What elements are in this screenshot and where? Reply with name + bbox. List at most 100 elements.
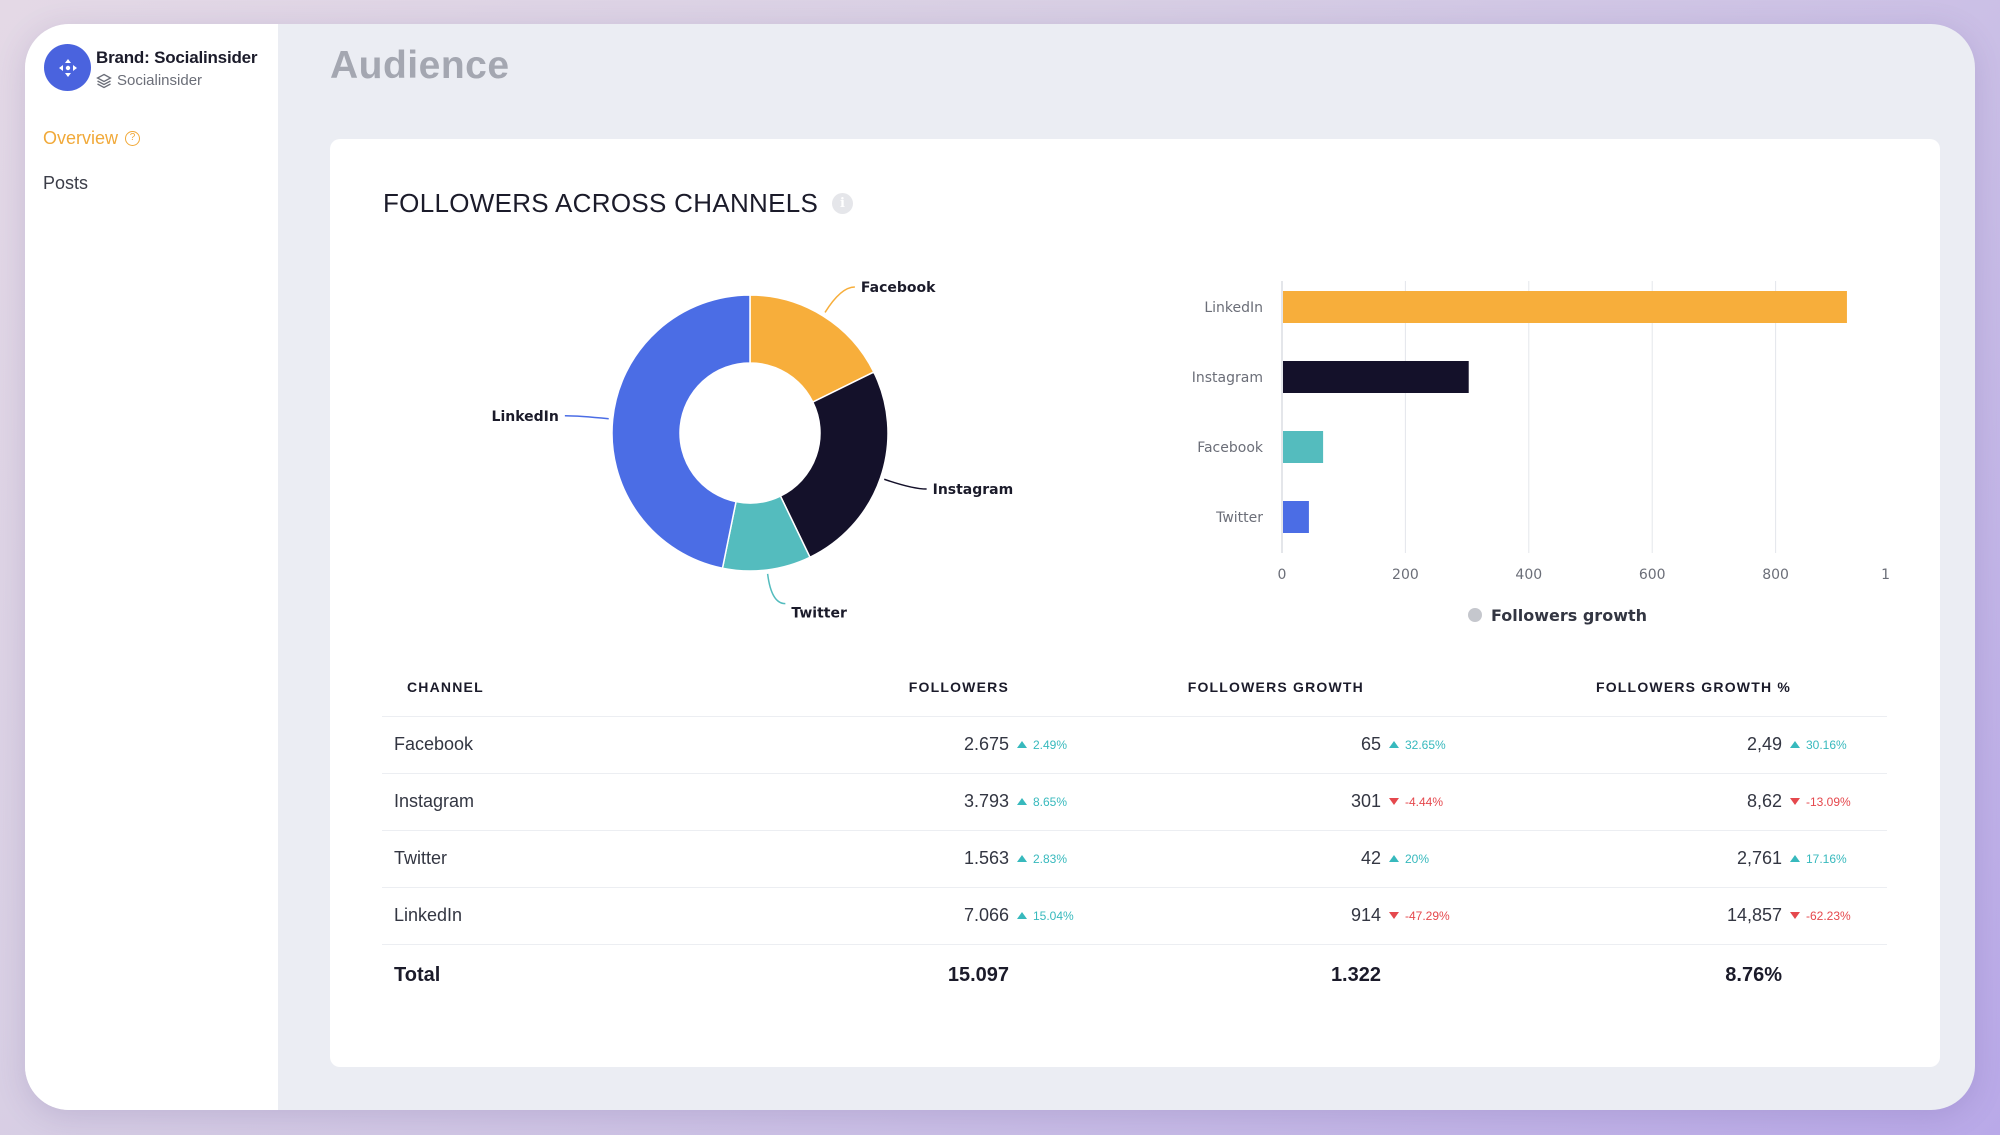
followers-value: 2.675 [963,734,1009,754]
bar-twitter[interactable] [1283,501,1309,533]
channels-table: CHANNEL FOLLOWERS FOLLOWERS GROWTH FOLLO… [382,659,1887,1006]
followers-change: 15.04% [1017,909,1074,923]
workspace-name: Socialinsider [117,72,203,89]
header-followers-growth[interactable]: FOLLOWERS GROWTH [1174,659,1536,717]
arrow-up-icon [1017,912,1027,919]
growth-change-value: -4.44% [1405,794,1444,809]
growth-pct-value: 2,49 [1746,734,1782,754]
x-tick-label: 200 [1392,567,1419,583]
table-row[interactable]: Facebook 2.675 2.49% 65 32.65% 2,49 30.16% [382,716,1887,774]
header-channel[interactable]: CHANNEL [382,659,802,717]
arrow-up-icon [1790,741,1800,748]
x-tick-label: 0 [1278,567,1287,583]
arrow-down-icon [1790,798,1800,805]
donut-connector-linkedin [564,415,609,420]
table-row[interactable]: LinkedIn 7.066 15.04% 914 -47.29% 14,857 -62.2… [382,887,1887,945]
growth-change: -4.44% [1389,795,1443,809]
followers-value: 7.066 [963,905,1009,925]
donut-connector-facebook [824,286,855,313]
growth-pct-change: 17.16% [1790,852,1847,866]
bar-linkedin[interactable] [1283,291,1847,323]
nav-item-overview[interactable]: Overview ? [43,128,141,149]
info-icon[interactable]: i [832,193,854,214]
arrow-up-icon [1017,855,1027,862]
bar-instagram[interactable] [1283,361,1469,393]
arrow-down-icon [1389,912,1399,919]
followers-value: 1.563 [963,848,1009,868]
cell-channel: Instagram [382,773,802,831]
table-row[interactable]: Instagram 3.793 8.65% 301 -4.44% 8,62 -13.09% [382,773,1887,831]
total-growth-pct: 8.76% [1725,963,1782,986]
growth-pct-change: -62.23% [1790,909,1851,923]
y-category-label: Instagram [1192,370,1263,386]
legend-marker [1468,608,1482,622]
growth-value: 65 [1360,734,1381,754]
brand-name[interactable]: Brand: Socialinsider [96,48,258,67]
channel-name: LinkedIn [394,905,463,925]
growth-change-value: 32.65% [1405,737,1446,752]
page-title: Audience [330,44,510,87]
donut-label-instagram: Instagram [933,482,1014,498]
growth-pct-value: 14,857 [1726,905,1782,925]
donut-label-twitter: Twitter [791,606,847,622]
cell-growth: 65 32.65% [1174,716,1536,774]
followers-change-value: 2.49% [1033,737,1068,752]
growth-pct-value: 2,761 [1736,848,1782,868]
y-category-label: Facebook [1197,440,1264,456]
arrow-up-icon [1389,855,1399,862]
growth-value: 914 [1350,905,1381,925]
legend-label[interactable]: Followers growth [1491,606,1647,625]
channel-name: Facebook [394,734,474,754]
table-row[interactable]: Twitter 1.563 2.83% 42 20% 2,761 17.16% [382,830,1887,888]
arrow-down-icon [1389,798,1399,805]
growth-change: -47.29% [1389,909,1450,923]
donut-connector-twitter [766,573,786,605]
cell-followers: 2.675 2.49% [802,716,1174,774]
card-header: FOLLOWERS ACROSS CHANNELS i [383,188,854,219]
nav-item-posts[interactable]: Posts [43,173,89,193]
cell-growth-pct: 2,761 17.16% [1536,830,1887,888]
layers-icon [96,73,112,88]
donut-label-linkedin: LinkedIn [492,409,559,425]
x-tick-label: 600 [1639,567,1666,583]
help-icon[interactable]: ? [125,131,141,146]
cell-channel: LinkedIn [382,887,802,945]
followers-change-value: 8.65% [1033,794,1068,809]
bar-facebook[interactable] [1283,431,1324,463]
header-followers[interactable]: FOLLOWERS [802,659,1174,717]
app-window: Brand: Socialinsider Socialinsider Overv… [25,24,1975,1110]
y-category-label: LinkedIn [1204,300,1263,316]
followers-change: 8.65% [1017,795,1067,809]
growth-pct-change-value: 17.16% [1806,851,1847,866]
growth-value: 301 [1350,791,1381,811]
channel-name: Twitter [394,848,448,868]
workspace-label[interactable]: Socialinsider [96,72,202,89]
followers-change-value: 15.04% [1033,908,1074,923]
donut-slice-instagram[interactable] [779,371,889,559]
header-followers-growth-pct[interactable]: FOLLOWERS GROWTH % [1536,659,1887,717]
followers-change-value: 2.83% [1033,851,1068,866]
sidebar: Brand: Socialinsider Socialinsider Overv… [25,24,278,1110]
total-followers-cell: 15.097 [802,944,1174,1006]
table-total-row: Total 15.097 1.322 8.76% [382,944,1887,1006]
growth-change-value: 20% [1405,851,1430,866]
brand-logo[interactable] [44,44,91,91]
growth-pct-change-value: -13.09% [1806,794,1851,809]
followers-change: 2.49% [1017,738,1067,752]
total-growth-cell: 1.322 [1174,944,1536,1006]
growth-pct-change-value: 30.16% [1806,737,1847,752]
cell-growth: 42 20% [1174,830,1536,888]
growth-change: 32.65% [1389,738,1446,752]
header-followers-growth-label: FOLLOWERS GROWTH [1187,679,1364,696]
donut-connector-instagram [884,478,927,490]
cell-channel: Facebook [382,716,802,774]
arrow-down-icon [1790,912,1800,919]
donut-slice-linkedin[interactable] [611,294,751,570]
arrow-up-icon [1017,741,1027,748]
cell-channel: Twitter [382,830,802,888]
brand-logo-icon [58,58,77,77]
growth-pct-change-value: -62.23% [1806,908,1851,923]
cell-followers: 7.066 15.04% [802,887,1174,945]
growth-pct-change: 30.16% [1790,738,1847,752]
table-header-row: CHANNEL FOLLOWERS FOLLOWERS GROWTH FOLLO… [382,659,1887,717]
